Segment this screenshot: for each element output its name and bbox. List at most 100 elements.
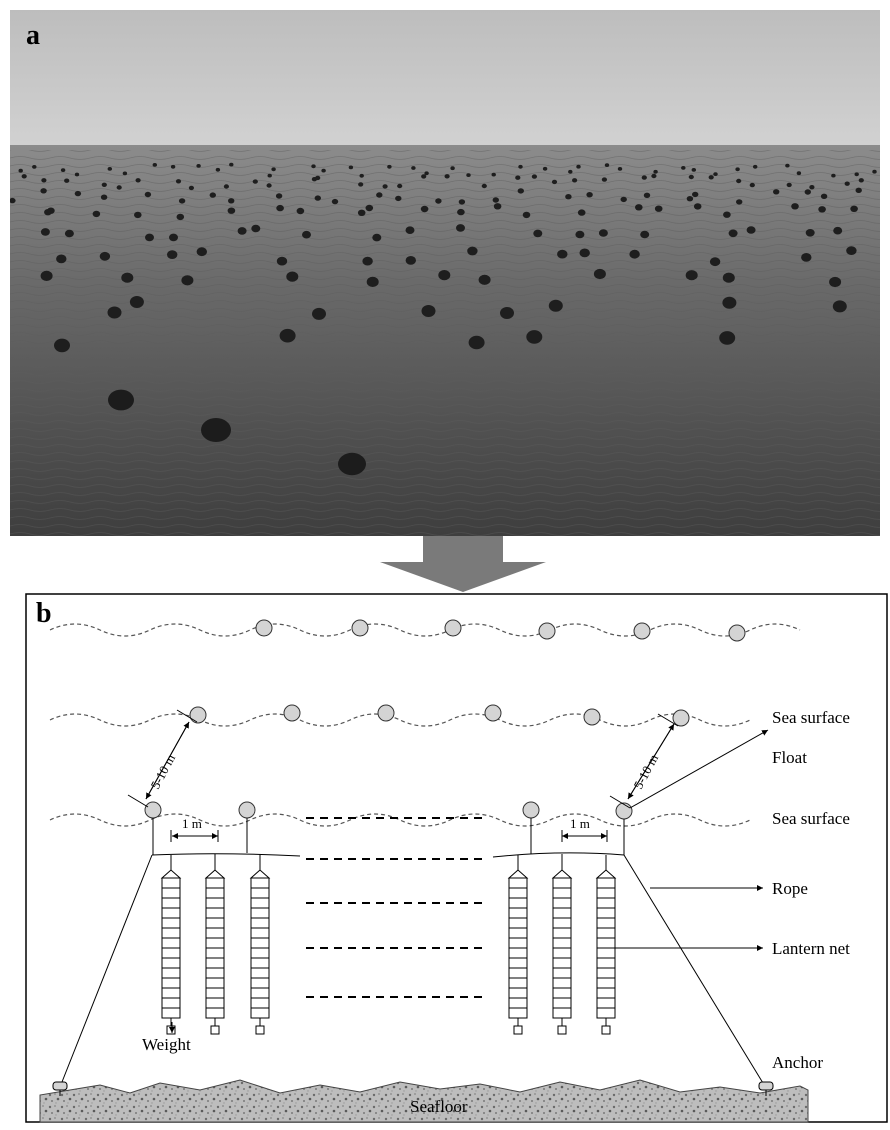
buoy [74,172,80,177]
buoy [457,208,465,216]
buoy [100,194,108,200]
weight [601,1025,611,1035]
buoy [358,182,364,187]
buoy [135,178,141,183]
float [377,704,395,722]
buoy [276,256,288,266]
anchor-icon [52,1081,774,1096]
buoy [92,210,101,218]
label-seafloor: Seafloor [410,1097,468,1116]
buoy [858,178,864,183]
float [633,622,651,640]
buoy [833,226,843,235]
buoy [271,167,276,172]
weight [210,1025,220,1035]
buoy [722,296,737,309]
buoy [405,226,415,234]
buoy [719,331,736,345]
buoy [593,268,606,280]
weight [513,1025,523,1035]
buoy [568,169,573,174]
buoy [575,230,585,239]
sea-ripples [10,150,880,536]
sky [10,10,880,150]
buoy [366,276,379,287]
float [144,801,162,819]
buoy [831,173,836,178]
buoy [466,173,471,178]
float [522,801,540,819]
buoy [387,164,392,169]
buoy [196,247,207,257]
buoy [796,171,802,176]
buoy [21,174,27,179]
buoy [640,230,650,239]
buoy [518,164,523,169]
buoy [60,168,66,173]
buoy [372,233,382,242]
buoy [170,164,176,169]
buoy [450,166,455,171]
buoy [275,193,283,199]
buoy [74,190,82,197]
buoy [348,165,354,170]
buoy [420,205,429,213]
buoy [134,211,142,219]
buoy [713,172,718,177]
float-callout [629,729,769,809]
rope [151,853,301,857]
buoy [267,173,272,178]
buoy [804,189,811,195]
buoy [692,191,699,198]
buoy [362,256,373,266]
label-rope: Rope [772,879,808,898]
buoy [820,193,828,199]
buoy [651,173,657,179]
buoy [643,192,651,198]
label-sea-surface-lower: Sea surface [772,809,850,828]
buoy [586,192,593,198]
buoy [478,274,491,285]
buoy [641,175,647,180]
buoy [40,270,53,281]
label-lantern-net: Lantern net [772,939,850,958]
buoy [818,206,826,213]
spacing-label-1m-right: 1 m [570,816,590,831]
label-sea-surface-upper: Sea surface [772,708,850,727]
wave-line-near [49,813,751,827]
buoy [832,300,847,313]
buoy [653,169,658,174]
buoy [338,452,366,476]
label-float: Float [772,748,807,767]
buoy [809,185,815,190]
float [283,704,301,722]
spacing-label-5-10m-left: 5-10 m [147,752,178,792]
buoy [175,179,182,184]
buoy [654,205,663,212]
buoy [405,256,416,265]
buoy [196,164,201,168]
buoy [749,182,755,188]
buoy [302,230,311,239]
buoy [266,183,272,188]
buoy [152,163,157,167]
label-weight: Weight [142,1035,191,1054]
buoy [331,198,339,205]
rope [492,852,625,858]
buoy [424,171,429,176]
buoy [773,189,780,195]
buoy [251,224,261,233]
buoy [785,163,790,168]
buoy [444,174,450,179]
buoy [542,166,548,171]
buoy [531,174,538,179]
buoy [855,187,862,193]
buoy [500,307,514,319]
float [238,801,256,819]
spacing-label-1m-left: 1 m [182,816,202,831]
float [444,619,462,637]
buoy [312,307,326,320]
buoy [736,178,742,184]
buoy [438,270,451,281]
wave-line-far [49,623,801,637]
